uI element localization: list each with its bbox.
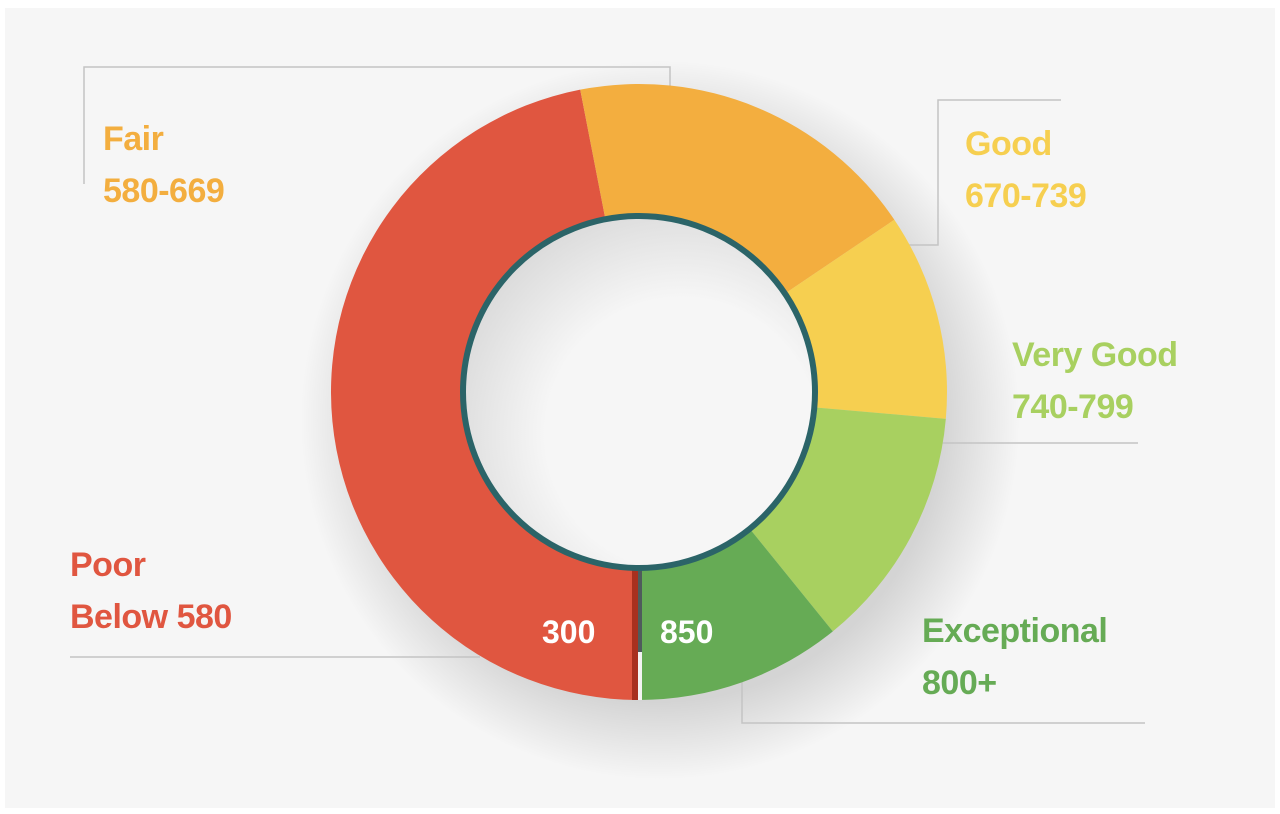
scale-divider-red (632, 566, 638, 700)
label-very-good: Very Good 740-799 (1012, 329, 1178, 433)
slice-poor (330, 89, 639, 701)
label-good-range: 670-739 (965, 177, 1087, 215)
slice-exceptional (639, 528, 833, 700)
label-fair: Fair 580-669 (103, 113, 225, 217)
label-good: Good 670-739 (965, 118, 1087, 222)
scale-end-label: 850 (660, 614, 714, 650)
leader-line-exceptional (741, 670, 1145, 724)
label-good-name: Good (965, 125, 1052, 163)
slice-fair (580, 83, 895, 294)
slice-good (784, 219, 947, 419)
label-exceptional: Exceptional 800+ (922, 605, 1108, 709)
label-very-good-name: Very Good (1012, 336, 1178, 374)
donut-chart (70, 60, 1145, 780)
label-poor-name: Poor (70, 546, 146, 584)
leader-lines (70, 66, 1145, 724)
label-poor: Poor Below 580 (70, 539, 232, 643)
label-poor-range: Below 580 (70, 598, 232, 636)
slice-very-good (749, 407, 946, 632)
label-fair-range: 580-669 (103, 172, 225, 210)
label-very-good-range: 740-799 (1012, 388, 1134, 426)
leader-line-fair (83, 66, 671, 184)
scale-divider-gray (638, 566, 642, 652)
scale-start-label: 300 (542, 614, 596, 650)
label-fair-name: Fair (103, 120, 164, 158)
scale-divider-gap (638, 652, 642, 700)
donut-hole (460, 213, 818, 571)
label-exceptional-range: 800+ (922, 664, 997, 702)
label-exceptional-name: Exceptional (922, 612, 1108, 650)
chart-panel: Fair 580-669 Good 670-739 Very Good 740-… (5, 8, 1275, 808)
leader-line-good (905, 99, 1061, 246)
donut-slices (330, 83, 947, 701)
